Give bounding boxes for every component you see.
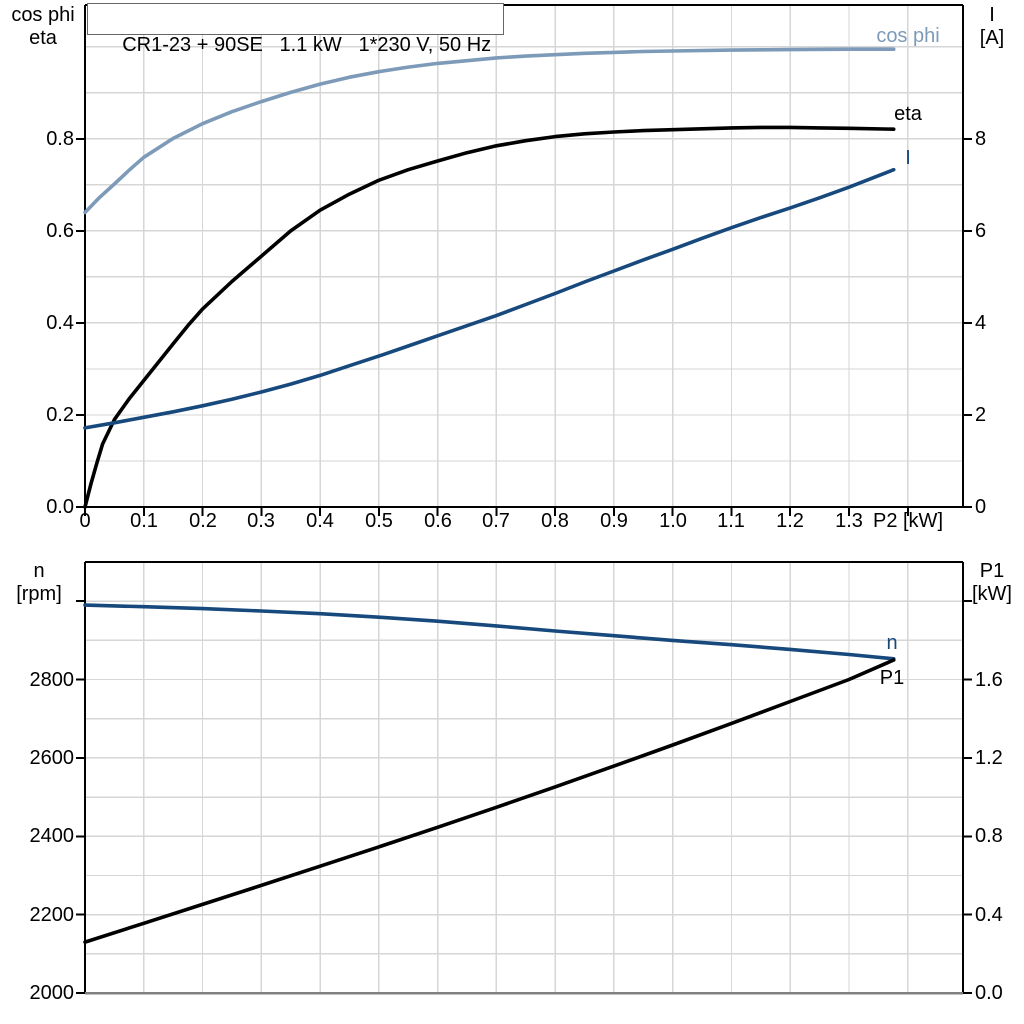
curve-label-current: I [905,147,911,169]
y-axis-right-tick-label: 2 [975,404,987,426]
x-axis-tick-label: 1.3 [835,510,863,532]
y-axis-right-tick-label: 8 [975,128,987,150]
curve-label-eta: eta [894,103,922,125]
x-axis-tick-label: 0.9 [600,510,628,532]
x-axis-tick-label: 0.4 [306,510,334,532]
bottom-left-axis-label-line2: [rpm] [16,583,62,605]
chart-title-box: CR1-23 + 90SE 1.1 kW 1*230 V, 50 Hz [87,3,505,56]
top-right-axis-label-line2: [A] [979,27,1005,49]
curve-label-cos-phi: cos phi [876,25,940,47]
y-axis-right-tick-label: 6 [975,220,987,242]
x-axis-tick-label: 1.2 [776,510,804,532]
chart-title: CR1-23 + 90SE 1.1 kW 1*230 V, 50 Hz [122,34,492,56]
x-axis-tick-label: 1.1 [717,510,745,532]
y-axis-left-tick-label: 0.0 [46,496,74,518]
x-axis-tick-label: 0.7 [482,510,510,532]
x-axis-tick-label: 1.0 [659,510,687,532]
top-left-axis-label-line1: cos phi [11,4,75,26]
x-axis-tick-label: 0 [79,510,91,532]
y-axis-left-tick-label: 2800 [29,669,75,691]
y-axis-left-tick-label: 2400 [29,825,75,847]
x-axis-tick-label: 0.2 [189,510,217,532]
y-axis-right-tick-label: 0 [975,496,987,518]
y-axis-right-tick-label: 0.8 [975,825,1003,847]
x-axis-tick-label: 0.3 [247,510,275,532]
x-axis-tick-label: 0.5 [365,510,393,532]
x-axis-tick-label: 0.6 [424,510,452,532]
y-axis-right-tick-label: 1.2 [975,747,1003,769]
top-right-axis-label-line1: I [989,4,995,26]
y-axis-right-tick-label: 0.4 [975,904,1003,926]
bottom-right-axis-label-line1: P1 [979,560,1005,582]
x-axis-tick-label: 0.1 [130,510,158,532]
y-axis-right-tick-label: 0.0 [975,982,1003,1004]
x-axis-tick-label: 0.8 [541,510,569,532]
y-axis-left-tick-label: 0.4 [46,312,74,334]
bottom-right-axis-label-line2: [kW] [972,583,1012,605]
y-axis-left-tick-label: 0.8 [46,128,74,150]
y-axis-left-tick-label: 2600 [29,747,75,769]
bottom-left-axis-label-line1: n [33,560,45,582]
y-axis-left-tick-label: 2200 [29,904,75,926]
y-axis-right-tick-label: 1.6 [975,669,1003,691]
y-axis-left-tick-label: 0.2 [46,404,74,426]
top-left-axis-label-line2: eta [29,27,57,49]
y-axis-right-tick-label: 4 [975,312,987,334]
curve-label-speed: n [886,632,898,654]
curve-label-p1: P1 [879,667,905,689]
x-axis-unit-label: P2 [kW] [872,510,943,532]
y-axis-left-tick-label: 0.6 [46,220,74,242]
y-axis-left-tick-label: 2000 [29,982,75,1004]
